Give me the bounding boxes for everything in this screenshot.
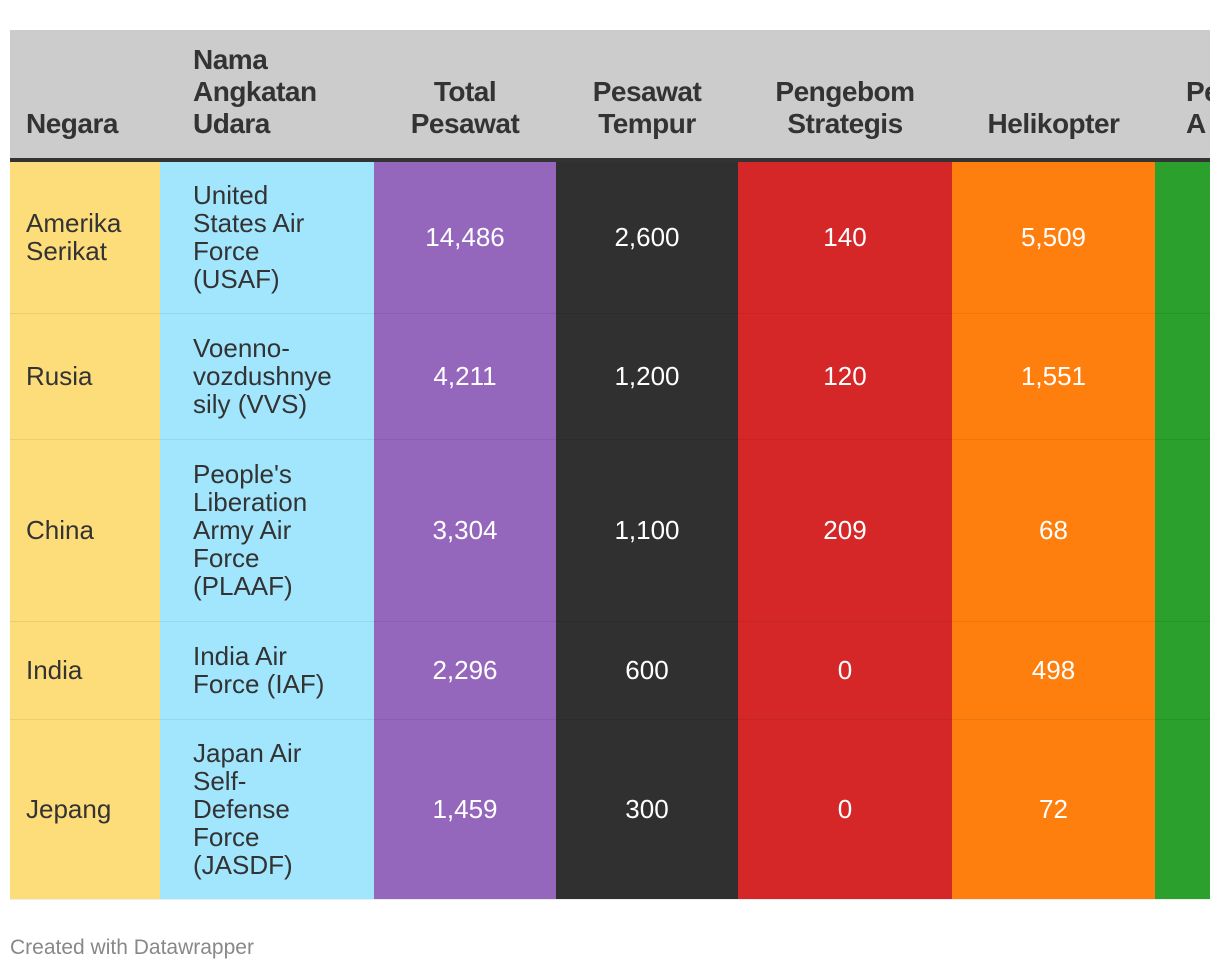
table-cell: [1155, 621, 1210, 720]
table-cell: [1155, 439, 1210, 622]
table-cell: 0: [738, 719, 952, 900]
table-cell: United States Air Force (USAF): [160, 160, 374, 314]
table-cell: 120: [738, 313, 952, 440]
table-row: Amerika Serikat United States Air Force (…: [10, 160, 1210, 314]
table-cell: 2,600: [556, 160, 738, 314]
table-body: Amerika Serikat United States Air Force (…: [10, 160, 1210, 900]
table-cell: 2,296: [374, 621, 556, 720]
table-row: Jepang Japan Air Self-Defense Force (JASD…: [10, 719, 1210, 900]
table-cell: 68: [952, 439, 1155, 622]
table-cell: India: [10, 621, 160, 720]
table-cell: 498: [952, 621, 1155, 720]
table-cell: People's Liberation Army Air Force (PLAA…: [160, 439, 374, 622]
table-cell: Voenno-vozdushnye sily (VVS): [160, 313, 374, 440]
table-cell: [1155, 160, 1210, 314]
column-header: Total Pesawat: [374, 30, 556, 162]
table-cell: 3,304: [374, 439, 556, 622]
table-cell: 4,211: [374, 313, 556, 440]
column-header: Helikopter: [952, 30, 1155, 162]
column-header: Negara: [10, 30, 160, 162]
table-container: Negara Nama Angkatan Udara Total Pesawat Pe…: [10, 30, 1210, 900]
table-cell: 0: [738, 621, 952, 720]
table-row: China People's Liberation Army Air Force …: [10, 439, 1210, 622]
table-cell: Rusia: [10, 313, 160, 440]
table: Negara Nama Angkatan Udara Total Pesawat Pe…: [10, 30, 1210, 900]
table-row: India India Air Force (IAF) 2,296 600 0 498: [10, 621, 1210, 720]
table-cell: 1,100: [556, 439, 738, 622]
table-cell: 209: [738, 439, 952, 622]
column-header: Pengebom Strategis: [738, 30, 952, 162]
table-cell: Japan Air Self-Defense Force (JASDF): [160, 719, 374, 900]
table-cell: 1,551: [952, 313, 1155, 440]
footer: Created with Datawrapper: [10, 936, 254, 959]
column-header: Pe A: [1155, 30, 1210, 162]
column-header: Nama Angkatan Udara: [160, 30, 374, 162]
column-header: Pesawat Tempur: [556, 30, 738, 162]
table-cell: China: [10, 439, 160, 622]
table-cell: 1,200: [556, 313, 738, 440]
table-cell: India Air Force (IAF): [160, 621, 374, 720]
table-cell: 1,459: [374, 719, 556, 900]
table-cell: 5,509: [952, 160, 1155, 314]
table-row: Rusia Voenno-vozdushnye sily (VVS) 4,211 1,…: [10, 313, 1210, 440]
table-cell: [1155, 313, 1210, 440]
table-cell: 140: [738, 160, 952, 314]
table-cell: Amerika Serikat: [10, 160, 160, 314]
table-cell: 300: [556, 719, 738, 900]
table-cell: 72: [952, 719, 1155, 900]
header-row: Negara Nama Angkatan Udara Total Pesawat Pe…: [10, 30, 1210, 162]
table-cell: [1155, 719, 1210, 900]
table-cell: 14,486: [374, 160, 556, 314]
table-cell: 600: [556, 621, 738, 720]
table-cell: Jepang: [10, 719, 160, 900]
